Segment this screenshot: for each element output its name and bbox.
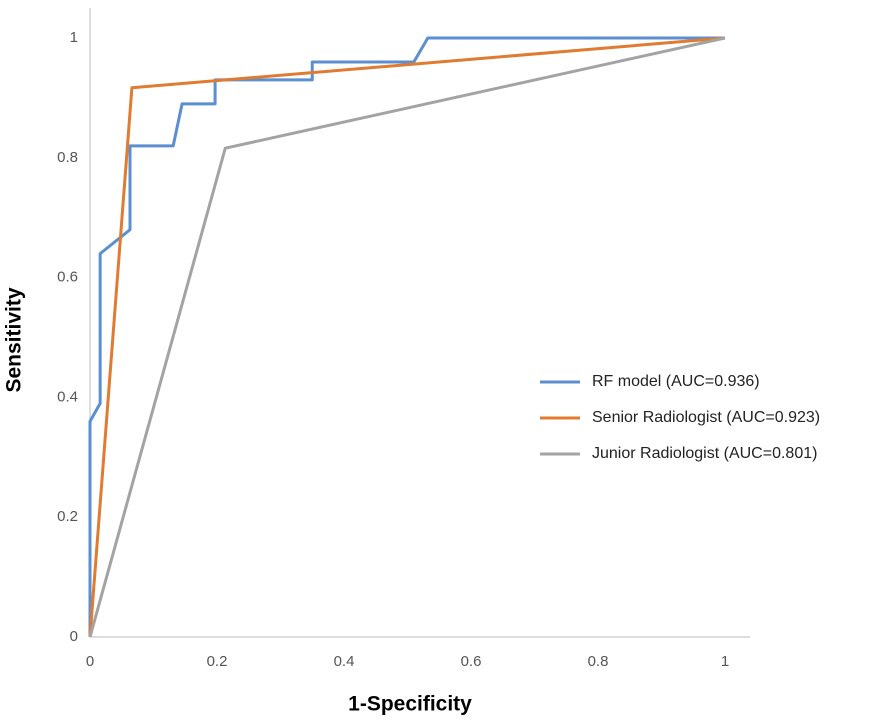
- series-line: [88, 36, 725, 637]
- legend-label: Senior Radiologist (AUC=0.923): [592, 409, 820, 426]
- series-line: [88, 36, 726, 638]
- legend-label: RF model (AUC=0.936): [592, 373, 760, 390]
- y-tick-label: 0.6: [57, 269, 78, 286]
- x-axis-title: 1-Specificity: [348, 693, 472, 716]
- x-tick-label: 0: [86, 653, 94, 670]
- x-tick-label: 0.2: [207, 653, 228, 670]
- y-tick-label: 0.4: [57, 388, 78, 405]
- y-tick-label: 0.2: [57, 508, 78, 525]
- x-tick-label: 0.6: [461, 653, 482, 670]
- y-axis-title: Sensitivity: [3, 287, 26, 392]
- legend-label: Junior Radiologist (AUC=0.801): [592, 445, 817, 462]
- x-tick-label: 0.8: [588, 653, 609, 670]
- series-line: [88, 36, 726, 638]
- y-tick-label: 1: [70, 29, 78, 46]
- y-tick-label: 0: [70, 628, 78, 645]
- x-tick-label: 0.4: [334, 653, 355, 670]
- x-tick-label: 1: [721, 653, 729, 670]
- y-tick-label: 0.8: [57, 149, 78, 166]
